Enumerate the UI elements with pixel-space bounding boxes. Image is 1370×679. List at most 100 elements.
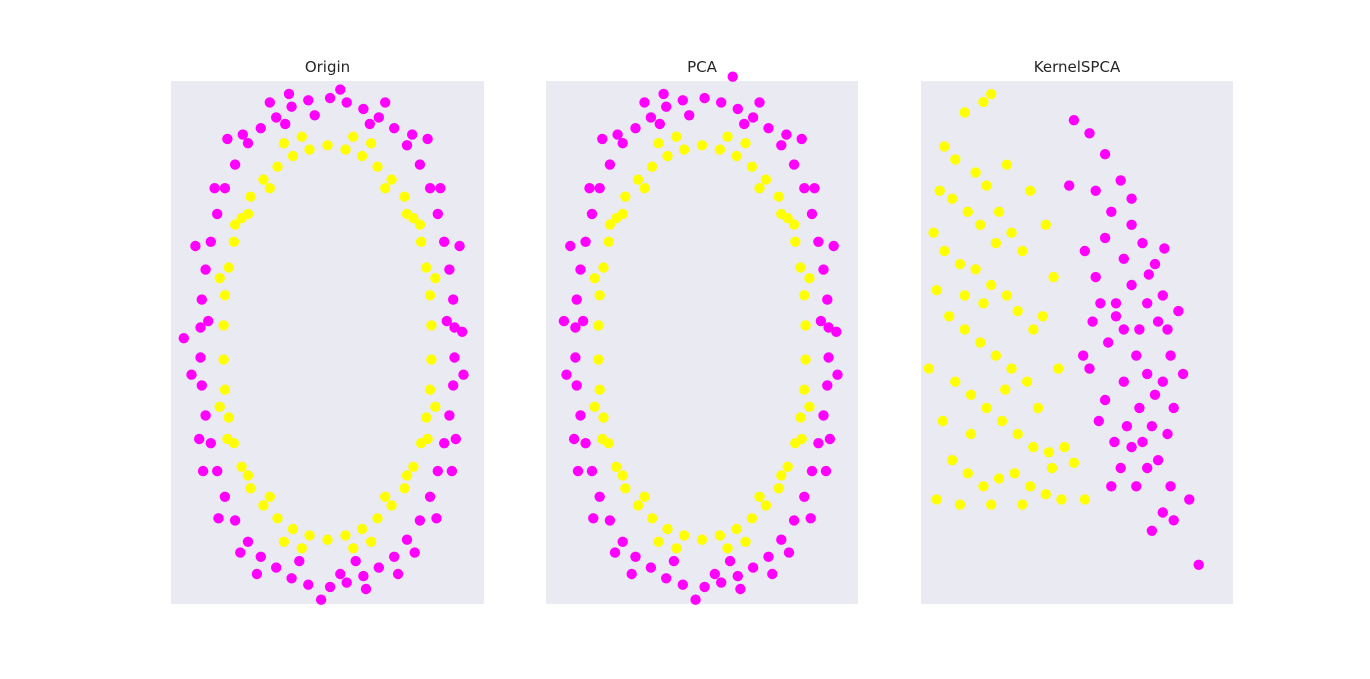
data-point xyxy=(978,96,989,108)
data-point xyxy=(1021,376,1033,387)
data-point xyxy=(796,133,807,145)
data-point xyxy=(1142,298,1153,309)
data-point xyxy=(1118,376,1130,387)
data-point xyxy=(341,97,352,108)
data-point xyxy=(424,491,436,502)
data-point xyxy=(286,101,297,112)
data-point xyxy=(228,236,240,247)
data-point xyxy=(561,369,572,380)
data-point xyxy=(950,376,961,387)
data-point xyxy=(632,174,644,185)
data-point xyxy=(1115,175,1126,186)
data-point xyxy=(212,465,223,477)
data-point xyxy=(986,279,997,291)
data-point xyxy=(716,577,727,588)
data-point xyxy=(255,551,266,562)
data-point xyxy=(740,536,751,547)
data-point xyxy=(212,208,223,220)
data-point xyxy=(662,150,673,162)
data-point xyxy=(401,534,413,545)
data-point xyxy=(788,515,800,526)
data-point xyxy=(271,112,282,123)
data-point xyxy=(575,264,586,275)
data-point xyxy=(358,103,369,115)
data-point xyxy=(739,118,750,130)
data-point xyxy=(432,465,443,477)
data-point xyxy=(776,534,787,545)
data-point xyxy=(795,412,806,423)
data-point xyxy=(584,183,595,194)
data-point xyxy=(454,240,465,252)
data-point xyxy=(617,208,628,220)
data-point xyxy=(1032,402,1044,414)
data-point xyxy=(380,491,391,502)
data-point xyxy=(597,133,608,145)
data-point xyxy=(380,183,391,194)
data-point xyxy=(1162,324,1173,335)
data-point xyxy=(822,294,833,305)
data-point xyxy=(1134,402,1145,414)
data-point xyxy=(754,491,765,502)
data-point xyxy=(399,483,410,494)
data-point xyxy=(923,363,934,374)
data-point xyxy=(934,185,945,196)
data-point xyxy=(653,536,664,547)
data-point xyxy=(954,499,966,510)
data-point xyxy=(348,543,359,554)
plot-area xyxy=(171,81,484,604)
data-point xyxy=(245,191,256,202)
data-point xyxy=(424,384,436,395)
data-point xyxy=(747,562,759,573)
data-point xyxy=(1006,227,1017,238)
data-point xyxy=(458,369,469,380)
data-point xyxy=(222,433,233,445)
data-point xyxy=(432,208,443,220)
data-point xyxy=(1146,525,1158,536)
data-point xyxy=(1012,305,1023,317)
data-point xyxy=(242,470,254,481)
data-point xyxy=(1093,415,1105,427)
data-point xyxy=(303,579,314,590)
data-point xyxy=(831,326,842,337)
data-point xyxy=(597,433,608,445)
data-point xyxy=(392,568,404,580)
data-point xyxy=(203,315,214,327)
data-point xyxy=(604,515,616,526)
data-point xyxy=(699,581,710,593)
data-point xyxy=(322,534,333,545)
data-point xyxy=(1157,507,1169,518)
data-point xyxy=(589,401,600,412)
data-point xyxy=(1109,436,1120,448)
data-point xyxy=(422,133,433,145)
data-point xyxy=(617,470,628,481)
data-point xyxy=(598,262,609,273)
data-point xyxy=(401,208,413,220)
data-point xyxy=(373,562,384,573)
data-point xyxy=(1017,245,1028,257)
data-point xyxy=(1110,298,1122,309)
data-point xyxy=(975,337,986,348)
data-point xyxy=(699,92,710,104)
data-point xyxy=(1095,298,1106,309)
data-point xyxy=(617,138,628,149)
panel-3: KernelSPCA xyxy=(921,58,1233,604)
data-point xyxy=(340,144,351,155)
data-point xyxy=(589,273,600,284)
data-point xyxy=(1162,428,1173,440)
data-point xyxy=(258,500,269,511)
data-point xyxy=(441,315,452,327)
data-point xyxy=(677,579,688,590)
data-point xyxy=(990,350,1002,361)
data-point xyxy=(832,369,843,380)
data-point xyxy=(947,455,958,466)
data-point xyxy=(1084,128,1095,139)
data-point xyxy=(577,315,589,327)
data-point xyxy=(229,515,241,526)
data-point xyxy=(287,150,299,162)
data-point xyxy=(806,208,818,220)
data-point xyxy=(1090,185,1101,196)
data-point xyxy=(788,159,800,170)
data-point xyxy=(426,320,437,331)
data-point xyxy=(986,88,997,100)
data-point xyxy=(1006,363,1017,374)
